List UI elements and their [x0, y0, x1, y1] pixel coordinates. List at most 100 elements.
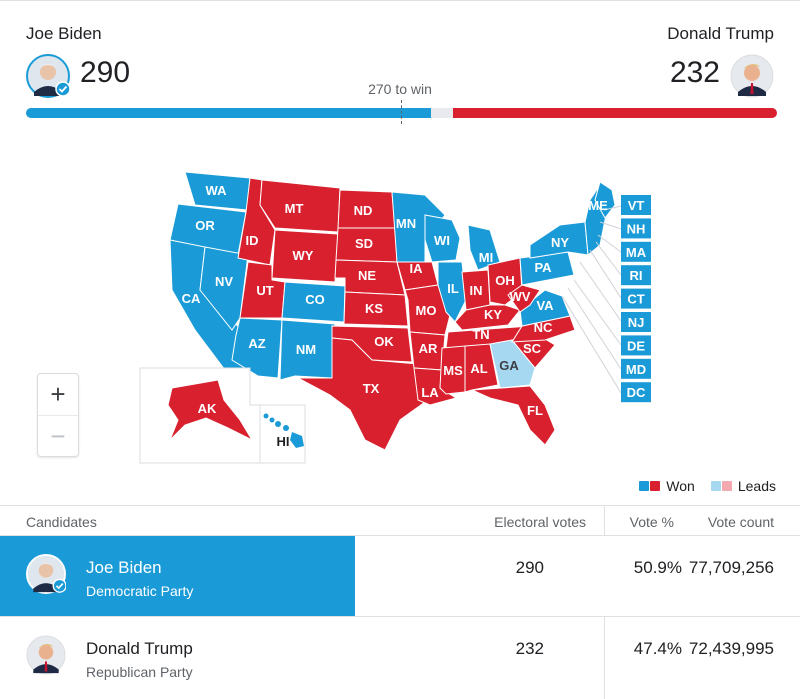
- label-ms: MS: [443, 363, 463, 378]
- label-mi: MI: [479, 250, 493, 265]
- label-ny: NY: [551, 235, 569, 250]
- label-az: AZ: [248, 336, 265, 351]
- small-state-box-dc[interactable]: [621, 382, 651, 403]
- label-la: LA: [421, 385, 439, 400]
- small-state-label-nh: NH: [627, 221, 646, 236]
- zoom-out-button[interactable]: −: [38, 415, 78, 456]
- state-ga[interactable]: [489, 339, 536, 389]
- rep-bar-fill: [453, 108, 777, 118]
- small-state-label-dc: DC: [627, 385, 646, 400]
- state-wy[interactable]: [271, 229, 339, 283]
- small-state-label-md: MD: [626, 362, 646, 377]
- row-electoral-votes: 232: [515, 639, 544, 658]
- label-ca: CA: [182, 291, 201, 306]
- label-ky: KY: [484, 307, 502, 322]
- label-co: CO: [305, 292, 325, 307]
- label-al: AL: [470, 361, 487, 376]
- state-hi[interactable]: [263, 413, 305, 449]
- label-ok: OK: [374, 334, 394, 349]
- small-state-box-vt[interactable]: [621, 195, 651, 215]
- legend-dem-swatch: [639, 481, 650, 491]
- label-nv: NV: [215, 274, 233, 289]
- state-al[interactable]: [464, 343, 499, 393]
- table-row-biden[interactable]: Joe Biden Democratic Party 290 50.9% 77,…: [0, 536, 800, 616]
- label-ga: GA: [499, 358, 519, 373]
- small-state-box-de[interactable]: [621, 335, 651, 356]
- alaska-hawaii-inset[interactable]: AK HI: [139, 367, 306, 464]
- biden-header-name: Joe Biden: [26, 24, 102, 43]
- trump-electoral-count: 232: [669, 56, 720, 89]
- small-state-box-ma[interactable]: [621, 241, 651, 262]
- row-candidate-party: Republican Party: [86, 664, 193, 680]
- label-mo: MO: [416, 303, 437, 318]
- table-row-trump[interactable]: Donald Trump Republican Party 232 47.4% …: [0, 616, 800, 698]
- zoom-in-button[interactable]: +: [50, 379, 66, 409]
- label-il: IL: [447, 281, 459, 296]
- top-divider: [0, 0, 800, 1]
- small-state-label-ma: MA: [626, 245, 647, 260]
- label-tn: TN: [472, 327, 489, 342]
- row-vote-pct: 50.9%: [633, 558, 682, 577]
- small-state-box-md[interactable]: [621, 358, 651, 379]
- small-state-box-ct[interactable]: [621, 288, 651, 309]
- us-electoral-map[interactable]: WA OR CA NV ID MT WY UT CO AZ NM ND SD N…: [0, 150, 800, 480]
- small-state-box-ri[interactable]: [621, 265, 651, 286]
- table-header: Candidates Electoral votes Vote % Vote c…: [0, 505, 800, 536]
- state-fl[interactable]: [471, 385, 556, 446]
- header-candidates: Candidates: [26, 514, 97, 530]
- label-mn: MN: [396, 216, 416, 231]
- state-ky[interactable]: [454, 304, 521, 331]
- state-wv[interactable]: [507, 284, 541, 313]
- label-ak: AK: [198, 401, 217, 416]
- small-state-boxes[interactable]: VT NH MA RI CT NJ DE MD DC: [621, 195, 651, 403]
- state-nm[interactable]: [279, 319, 336, 381]
- label-pa: PA: [534, 260, 552, 275]
- state-mt[interactable]: [259, 179, 341, 233]
- row-vote-count: 72,439,995: [688, 639, 774, 658]
- label-va: VA: [536, 298, 554, 313]
- state-ks[interactable]: [343, 291, 409, 327]
- label-in: IN: [470, 283, 483, 298]
- header-vote-pct: Vote %: [629, 514, 674, 530]
- label-wi: WI: [434, 233, 450, 248]
- check-icon: [58, 85, 68, 93]
- small-state-box-nh[interactable]: [621, 218, 651, 239]
- state-va[interactable]: [519, 289, 571, 327]
- state-ak[interactable]: [167, 379, 254, 442]
- biden-avatar: [26, 54, 71, 98]
- label-me: ME: [588, 198, 608, 213]
- biden-electoral-count: 290: [80, 56, 131, 89]
- state-wi[interactable]: [424, 214, 461, 263]
- small-state-label-de: DE: [627, 338, 645, 353]
- row-candidate-party: Democratic Party: [86, 583, 194, 599]
- small-state-label-vt: VT: [628, 198, 645, 213]
- legend-dem-leads-swatch: [710, 481, 721, 491]
- state-ms[interactable]: [439, 345, 466, 395]
- legend-rep-leads-swatch: [721, 481, 732, 491]
- row-electoral-votes: 290: [515, 558, 544, 577]
- map-zoom-control[interactable]: + −: [37, 373, 79, 457]
- row-candidate-name: Joe Biden: [86, 558, 162, 577]
- legend-rep-swatch: [650, 481, 661, 491]
- label-nd: ND: [354, 203, 373, 218]
- small-state-box-nj[interactable]: [621, 312, 651, 332]
- trump-avatar: [730, 54, 774, 98]
- header-vote-count: Vote count: [707, 514, 774, 530]
- label-or: OR: [195, 218, 215, 233]
- label-ia: IA: [410, 261, 424, 276]
- label-nm: NM: [296, 342, 316, 357]
- state-tx[interactable]: [297, 337, 426, 451]
- win-threshold-marker: [401, 100, 402, 124]
- dem-bar-fill: [26, 108, 431, 118]
- legend-leads-label: Leads: [737, 478, 776, 494]
- label-ut: UT: [256, 283, 273, 298]
- label-wa: WA: [206, 183, 228, 198]
- row-vote-pct: 47.4%: [633, 639, 682, 658]
- label-tx: TX: [363, 381, 380, 396]
- label-nc: NC: [534, 320, 553, 335]
- results-table: Candidates Electoral votes Vote % Vote c…: [0, 505, 800, 699]
- label-sc: SC: [523, 341, 542, 356]
- label-ks: KS: [365, 301, 383, 316]
- row-candidate-name: Donald Trump: [86, 639, 193, 658]
- label-id: ID: [246, 233, 259, 248]
